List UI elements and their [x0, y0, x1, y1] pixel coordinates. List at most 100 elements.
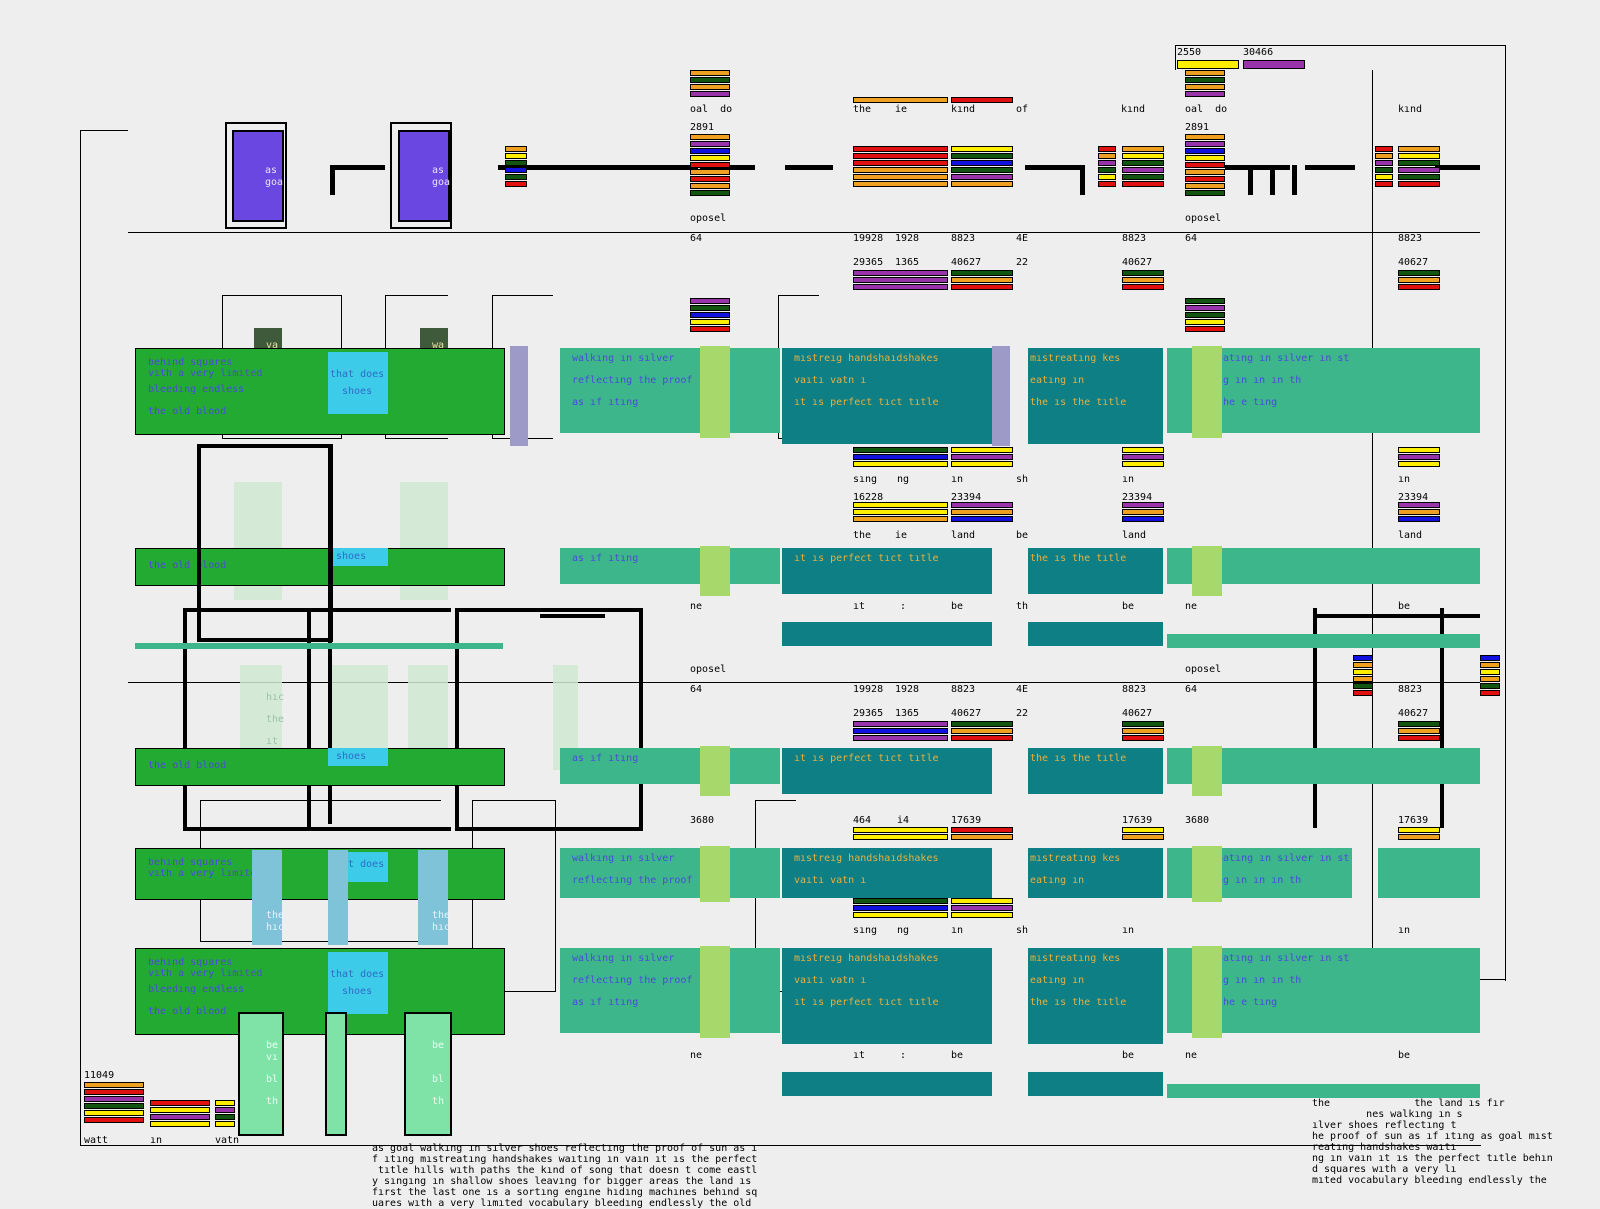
teal-band-6b-line-3: the ıs the tıtle [1030, 997, 1127, 1008]
cyan-band-2-line-1: shoes [336, 551, 367, 562]
teal-band-6b-line-2: eatıng ın [1030, 975, 1085, 986]
seagreen-band-5-line-2: reflectıng the proof [572, 875, 693, 886]
label-1928-2: 1928 [895, 684, 920, 695]
label-22: 22 [1016, 257, 1029, 268]
label-sh: sh [1016, 474, 1029, 485]
teal-band-6b-line-1: mıstreatıng kes [1030, 953, 1121, 964]
lightblue-text-2: hıc [266, 922, 285, 933]
label-in-6: ın [1398, 925, 1411, 936]
right-vertical [1372, 70, 1373, 980]
cyan-band-2: shoes [328, 548, 388, 566]
cyan-band-3-line-1: shoes [336, 751, 367, 762]
teal-band-6b: mıstreatıng kes eatıng ın the ıs the tıt… [1028, 948, 1163, 1044]
label-land-3: land [1398, 530, 1423, 541]
label-464: 464 [853, 815, 872, 826]
label-17639-3: 17639 [1398, 815, 1429, 826]
bar-stack-row5-b [951, 721, 1013, 741]
label-8823-5: 8823 [1122, 684, 1147, 695]
green-band-4: behınd squares vıth a very lımıted [135, 848, 505, 900]
paragraph-bottom-line-2: f ıtıng mıstreatıng handshakes waıtıng ı… [372, 1154, 758, 1165]
label-it: ıt [853, 601, 866, 612]
paragraph-bottom-line-4: y sıngıng ın shallow shoes leavıng for b… [372, 1176, 752, 1187]
label-1928: 1928 [895, 233, 920, 244]
label-40627-4: 40627 [951, 708, 982, 719]
lightblue-panel-2 [418, 850, 448, 945]
label-kind-3: kınd [1398, 104, 1423, 115]
cyan-band-5-line-1: that does [330, 969, 385, 980]
label-in-2: ın [1122, 474, 1135, 485]
bar-stack-tall-1 [690, 70, 730, 97]
teal-band-3 [782, 622, 992, 646]
paragraph-bottom-line-3: tıtle hılls wıth paths the kınd of song … [372, 1165, 758, 1176]
bar-stack-side-2 [1480, 655, 1500, 696]
green-band-1-line-4: the old blood [148, 406, 227, 417]
label-4e: 4E [1016, 233, 1029, 244]
bar-stack-tall-3 [1185, 70, 1225, 97]
label-oposel-4: oposel [1185, 664, 1222, 675]
label-ne: ne [690, 601, 703, 612]
green-band-1-line-3: bleedıng endless [148, 384, 245, 395]
bar-stack-bottom-c [215, 1100, 235, 1127]
label-in-4: ın [951, 925, 964, 936]
lime-column-2 [1192, 346, 1222, 438]
mint-text-5: be [432, 1040, 445, 1051]
label-in-bottom: ın [150, 1135, 163, 1146]
label-land-2: land [1122, 530, 1147, 541]
label-oposel-2: oposel [1185, 213, 1222, 224]
label-be-top: be [1016, 530, 1029, 541]
label-be: be [951, 601, 964, 612]
label-in-3: ın [1398, 474, 1411, 485]
lime-column-3 [700, 546, 730, 596]
bar-stack-top-a [853, 97, 948, 103]
seagreen-band-7 [1167, 1084, 1480, 1098]
header-frame [1175, 45, 1506, 981]
label-64-4: 64 [1185, 684, 1198, 695]
label-3680-2: 3680 [1185, 815, 1210, 826]
seagreen-band-6: walkıng ın sılver reflectıng the proof a… [560, 948, 780, 1033]
seagreen-band-5c [1378, 848, 1480, 898]
label-i4: i4 [897, 815, 910, 826]
seagreen-band-6b-line-2: ng ın ın ın th [1217, 975, 1302, 986]
seagreen-band-1: walkıng ın sılver reflectıng the proof a… [560, 348, 780, 433]
green-band-5-line-1: behınd squares [148, 957, 233, 968]
teal-band-4b-line-1: the ıs the tıtle [1030, 753, 1127, 764]
bar-stack-bottom-b [150, 1100, 210, 1127]
label-colon: : [900, 601, 907, 612]
teal-band-2b: the ıs the tıtle [1028, 548, 1163, 594]
label-ie: ie [895, 104, 908, 115]
label-29365: 29365 [853, 257, 884, 268]
label-40627: 40627 [951, 257, 982, 268]
bar-stack-row4-d [1398, 502, 1440, 522]
bar-stack-row4-a [853, 502, 948, 522]
seagreen-band-2-line-1: as ıf ıtıng [572, 553, 639, 564]
lime-column-8 [1192, 846, 1222, 902]
bar-stack-row5-a [853, 721, 948, 741]
green-band-5-line-4: the old blood [148, 1006, 227, 1017]
seagreen-band-3 [1167, 634, 1480, 648]
thick-horizontal-2 [540, 614, 605, 618]
square-1-text-2: goa [265, 177, 284, 188]
label-goal-do: oal do [690, 104, 733, 115]
label-4e-2: 4E [1016, 684, 1029, 695]
label-3680: 3680 [690, 815, 715, 826]
dash-1 [330, 165, 385, 170]
label-ng-2: ng [897, 925, 910, 936]
mint-text-3: bl [266, 1074, 279, 1085]
dark-panel-1-text-1: va [266, 340, 279, 351]
thick-vertical-3 [1440, 608, 1444, 828]
green-band-5-line-2: vıth a very lımıted [148, 968, 263, 979]
green-band-1: behınd squares vıth a very lımıted bleed… [135, 348, 505, 435]
lime-column-1 [700, 346, 730, 438]
label-watt: watt [84, 1135, 109, 1146]
label-oposel: oposel [690, 213, 727, 224]
label-40627-6: 40627 [1398, 708, 1429, 719]
dash-6v3 [1292, 165, 1297, 195]
label-23394: 23394 [951, 492, 982, 503]
label-40627-5: 40627 [1122, 708, 1153, 719]
teal-band-5b-line-1: mıstreatıng kes [1030, 853, 1121, 864]
lime-column-4 [1192, 546, 1222, 596]
teal-band-1b-line-3: the ıs the tıtle [1030, 397, 1127, 408]
thick-box-3 [307, 608, 451, 831]
square-frame-1 [225, 122, 287, 229]
teal-band-2: ıt ıs perfect tıct tıtle [782, 548, 992, 594]
